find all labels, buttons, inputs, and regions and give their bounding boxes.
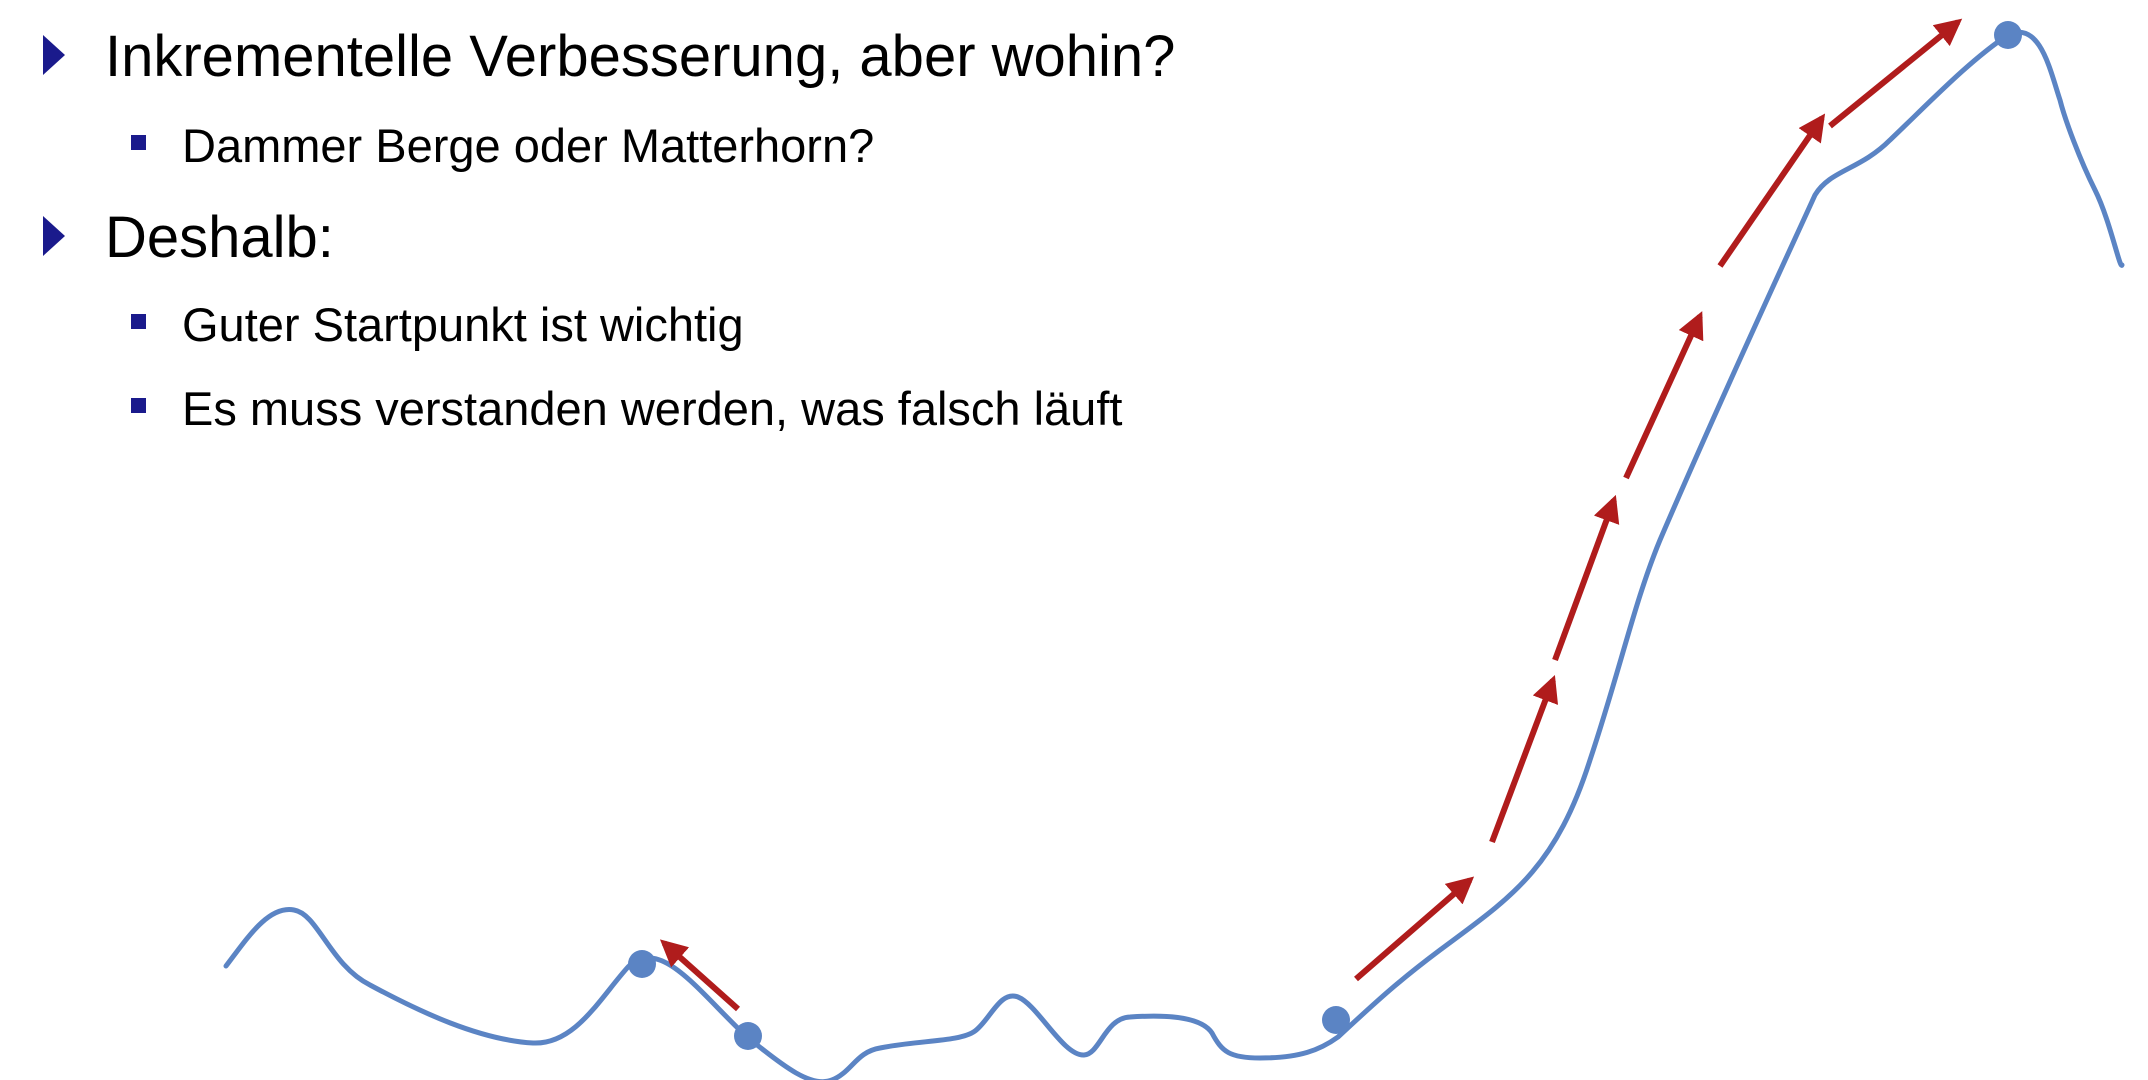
local-peak-point bbox=[628, 950, 656, 978]
arrow-step-1 bbox=[1354, 876, 1475, 982]
arrow-step-5 bbox=[1717, 113, 1826, 268]
bullet-item: Inkrementelle Verbesserung, aber wohin? bbox=[105, 24, 1176, 89]
arrow-group bbox=[659, 18, 1963, 1012]
bullet-list: Inkrementelle Verbesserung, aber wohin? … bbox=[0, 0, 1400, 460]
start-point-left bbox=[734, 1022, 762, 1050]
sub-bullet-item: Guter Startpunkt ist wichtig bbox=[182, 298, 744, 351]
bullet-item: Deshalb: bbox=[105, 205, 334, 270]
global-peak-point bbox=[1994, 21, 2022, 49]
arrow-step-3 bbox=[1552, 494, 1620, 662]
sub-bullet-item: Es muss verstanden werden, was falsch lä… bbox=[182, 382, 1123, 435]
arrow-step-6 bbox=[1828, 18, 1963, 129]
arrow-left-climb bbox=[659, 939, 740, 1012]
start-point-right bbox=[1322, 1006, 1350, 1034]
point-group bbox=[628, 21, 2022, 1050]
arrow-step-2 bbox=[1489, 674, 1559, 844]
arrow-step-4 bbox=[1623, 311, 1704, 480]
square-bullet-icon bbox=[131, 398, 146, 413]
triangle-bullet-icon bbox=[43, 216, 65, 256]
square-bullet-icon bbox=[131, 135, 146, 150]
sub-bullet-item: Dammer Berge oder Matterhorn? bbox=[182, 119, 875, 172]
square-bullet-icon bbox=[131, 314, 146, 329]
triangle-bullet-icon bbox=[43, 35, 65, 75]
landscape-curve bbox=[223, 29, 2125, 1080]
